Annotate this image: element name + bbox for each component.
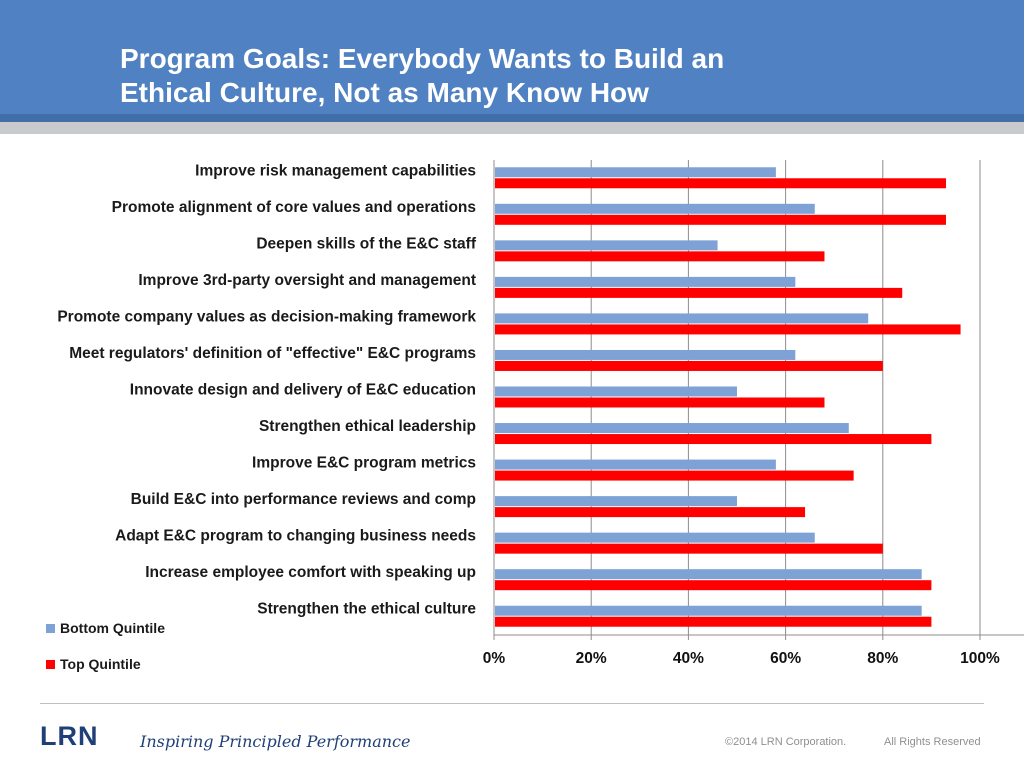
bar-bottom-quintile: [495, 569, 922, 580]
bar-bottom-quintile: [495, 276, 796, 287]
bar-bottom-quintile: [495, 532, 815, 543]
header-divider: [0, 122, 1024, 134]
bar-bottom-quintile: [495, 313, 869, 324]
bar-bottom-quintile: [495, 203, 815, 214]
bar-top-quintile: [495, 178, 946, 189]
x-tick-label: 80%: [867, 650, 898, 667]
category-label: Improve 3rd-party oversight and manageme…: [138, 272, 476, 289]
slide-title: Program Goals: Everybody Wants to Build …: [120, 42, 920, 110]
bar-top-quintile: [495, 543, 883, 554]
legend-swatch-bottom-quintile: [46, 623, 55, 633]
category-label: Improve risk management capabilities: [195, 162, 476, 179]
bar-bottom-quintile: [495, 605, 922, 616]
legend-swatch-top-quintile: [46, 659, 55, 669]
bar-chart: 0% 20% 40% 60% 80% 100% Improve risk managemen…: [57, 160, 1024, 667]
category-label: Strengthen ethical leadership: [259, 418, 476, 435]
bar-top-quintile: [495, 580, 932, 591]
bar-top-quintile: [495, 324, 961, 335]
rights-text: All Rights Reserved: [884, 736, 981, 748]
bar-top-quintile: [495, 214, 946, 225]
legend-item-top-quintile: Top Quintile: [46, 656, 141, 672]
header-stripe: [0, 114, 1024, 122]
bar-bottom-quintile: [495, 386, 737, 397]
legend-item-bottom-quintile: Bottom Quintile: [46, 620, 165, 636]
x-tick-label: 100%: [960, 650, 1000, 667]
legend-label-top-quintile: Top Quintile: [60, 656, 141, 672]
bar-top-quintile: [495, 360, 883, 371]
copyright-text: ©2014 LRN Corporation.: [725, 736, 847, 748]
x-tick-label: 40%: [673, 650, 704, 667]
category-label: Promote company values as decision-makin…: [57, 308, 476, 325]
bar-top-quintile: [495, 434, 932, 445]
bar-top-quintile: [495, 397, 825, 408]
category-label: Innovate design and delivery of E&C educ…: [130, 382, 476, 399]
bar-bottom-quintile: [495, 459, 776, 470]
bar-top-quintile: [495, 616, 932, 627]
bar-bottom-quintile: [495, 349, 796, 360]
x-tick-label: 0%: [483, 650, 506, 667]
bar-top-quintile: [495, 251, 825, 262]
bar-top-quintile: [495, 507, 806, 518]
category-label: Improve E&C program metrics: [252, 455, 476, 472]
x-tick-label: 60%: [770, 650, 801, 667]
category-label: Build E&C into performance reviews and c…: [131, 491, 476, 508]
bar-bottom-quintile: [495, 240, 718, 251]
category-label: Strengthen the ethical culture: [257, 601, 476, 618]
category-label: Promote alignment of core values and ope…: [112, 199, 476, 216]
bar-top-quintile: [495, 287, 903, 298]
category-label: Deepen skills of the E&C staff: [256, 235, 476, 252]
bar-bottom-quintile: [495, 496, 737, 507]
x-tick-label: 20%: [576, 650, 607, 667]
legend-label-bottom-quintile: Bottom Quintile: [60, 620, 165, 636]
slide-title-line-1: Program Goals: Everybody Wants to Build …: [120, 43, 725, 74]
category-label: Meet regulators' definition of "effectiv…: [69, 345, 476, 362]
tagline: Inspiring Principled Performance: [140, 732, 411, 751]
bar-bottom-quintile: [495, 423, 849, 434]
header-banner: [0, 0, 1024, 114]
category-label: Increase employee comfort with speaking …: [145, 564, 476, 581]
slide-title-line-2: Ethical Culture, Not as Many Know How: [120, 77, 649, 108]
category-label: Adapt E&C program to changing business n…: [115, 528, 476, 545]
bar-top-quintile: [495, 470, 854, 481]
footer-divider: [40, 703, 984, 704]
lrn-logo: LRN: [40, 721, 99, 751]
bar-bottom-quintile: [495, 167, 776, 178]
